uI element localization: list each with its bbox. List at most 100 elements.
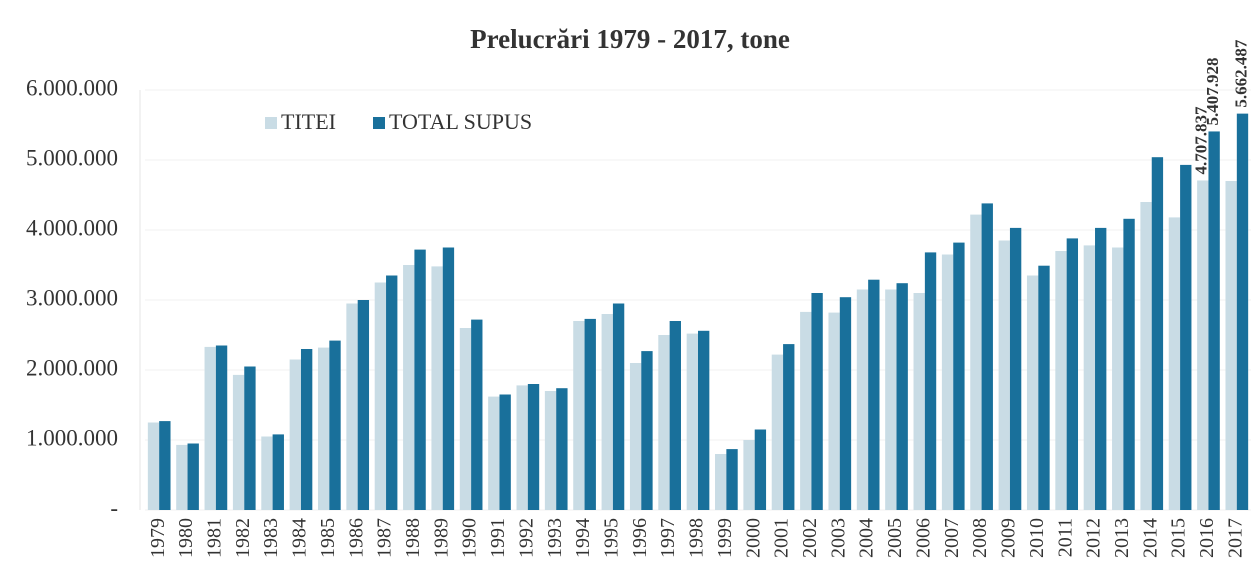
- bar: [374, 282, 387, 510]
- bar: [1168, 217, 1181, 510]
- x-tick-label: 2013: [1111, 518, 1133, 558]
- x-tick-label: 2012: [1083, 518, 1105, 558]
- y-tick-label: 2.000.000: [26, 355, 118, 380]
- bar: [244, 366, 256, 510]
- x-tick-label: 2003: [827, 518, 849, 558]
- bar: [329, 340, 341, 510]
- bar: [941, 254, 954, 510]
- x-tick-label: 1996: [629, 518, 651, 558]
- x-tick-label: 1985: [317, 518, 339, 558]
- bar: [885, 289, 897, 510]
- bar: [414, 249, 426, 510]
- x-tick-label: 1980: [175, 518, 197, 558]
- bar: [726, 449, 738, 510]
- x-tick-label: 1995: [601, 518, 623, 558]
- x-tick-label: 1994: [572, 518, 594, 558]
- bar: [715, 454, 727, 510]
- bar: [584, 318, 596, 510]
- bar: [357, 300, 370, 510]
- data-label: 5.407.928: [1203, 57, 1222, 125]
- bar: [658, 335, 670, 510]
- legend-label: TOTAL SUPUS: [389, 109, 532, 134]
- x-tick-label: 1993: [544, 518, 566, 558]
- y-tick-label: 4.000.000: [26, 215, 118, 240]
- bar: [1197, 180, 1209, 510]
- x-tick-label: 2009: [998, 518, 1020, 558]
- bar: [629, 363, 642, 510]
- bar: [754, 429, 767, 510]
- x-tick-label: 2010: [1026, 518, 1048, 558]
- data-label: 5.662.487: [1231, 39, 1250, 108]
- bar: [1009, 227, 1022, 510]
- x-tick-label: 2015: [1168, 518, 1190, 558]
- bar: [783, 344, 795, 510]
- bar: [913, 293, 925, 510]
- y-tick-label: 5.000.000: [26, 145, 118, 170]
- bar: [431, 266, 443, 510]
- bar: [970, 214, 982, 510]
- bar: [1123, 218, 1135, 511]
- bar: [771, 354, 784, 510]
- bar: [839, 297, 852, 510]
- x-tick-label: 2016: [1196, 518, 1218, 558]
- bar: [896, 283, 908, 510]
- bar: [698, 330, 710, 510]
- bar: [868, 279, 880, 510]
- x-tick-label: 2001: [771, 518, 793, 558]
- bar: [386, 275, 398, 510]
- bar: [1208, 131, 1220, 510]
- bar: [317, 347, 330, 510]
- x-tick-label: 2011: [1054, 518, 1076, 557]
- bar: [556, 388, 568, 510]
- x-tick-label: 1987: [374, 518, 396, 558]
- bar: [261, 436, 273, 510]
- x-tick-label: 2004: [856, 518, 878, 558]
- bar: [147, 422, 160, 510]
- x-tick-label: 1983: [260, 518, 282, 558]
- bar: [215, 345, 228, 510]
- data-label: 4.707.837: [1192, 106, 1211, 175]
- bar: [1112, 247, 1124, 510]
- y-tick-label: 1.000.000: [26, 425, 118, 450]
- bar: [488, 396, 500, 510]
- bar: [686, 333, 698, 510]
- bar: [232, 374, 245, 510]
- x-tick-label: 1982: [232, 518, 254, 558]
- bar: [459, 328, 472, 510]
- x-tick-label: 1990: [459, 518, 481, 558]
- bar: [1055, 251, 1067, 510]
- bar: [176, 444, 188, 510]
- x-tick-label: 2007: [941, 518, 963, 558]
- x-tick-label: 1981: [203, 518, 225, 558]
- bar: [1026, 275, 1039, 510]
- bar: [669, 321, 681, 510]
- bar: [953, 242, 965, 510]
- bar: [544, 391, 557, 510]
- x-tick-label: 1989: [430, 518, 452, 558]
- bar: [1140, 202, 1152, 510]
- y-tick-label: -: [110, 495, 118, 520]
- bar: [1038, 265, 1050, 510]
- bar: [1066, 238, 1079, 510]
- bar: [811, 293, 823, 510]
- bar: [1083, 245, 1096, 510]
- x-tick-label: 1999: [714, 518, 736, 558]
- legend-label: TITEI: [281, 109, 336, 134]
- bar: [856, 289, 869, 510]
- x-tick-label: 1986: [345, 518, 367, 558]
- y-tick-label: 3.000.000: [26, 285, 118, 310]
- bar: [612, 303, 625, 510]
- x-tick-label: 2014: [1139, 518, 1161, 558]
- bar: [981, 203, 993, 510]
- legend-swatch: [265, 117, 277, 129]
- bar: [527, 384, 540, 510]
- x-tick-label: 2017: [1224, 518, 1246, 558]
- chart-title: Prelucrări 1979 - 2017, tone: [470, 24, 790, 54]
- bar: [573, 321, 585, 510]
- bar: [300, 349, 313, 510]
- x-tick-label: 2002: [799, 518, 821, 558]
- x-tick-label: 2005: [884, 518, 906, 558]
- bar: [471, 319, 483, 510]
- bar: [1236, 113, 1249, 510]
